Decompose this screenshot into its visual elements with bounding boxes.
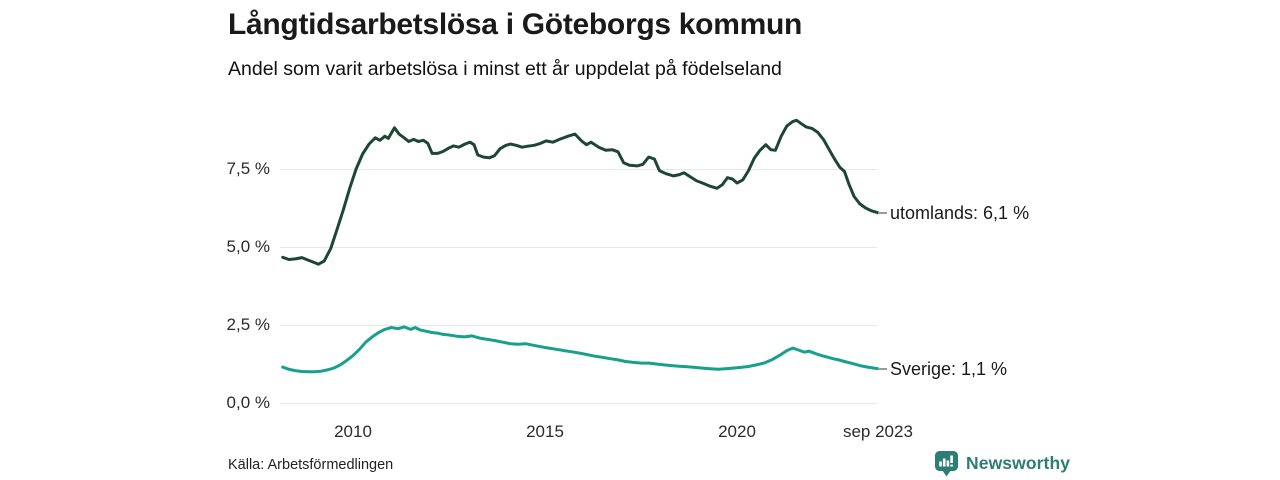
gridline [280, 169, 877, 170]
newsworthy-brand-link[interactable]: Newsworthy [934, 450, 1070, 477]
legend-label-sverige: Sverige: 1,1 % [890, 358, 1008, 379]
newsworthy-brand-name: Newsworthy [966, 453, 1071, 473]
gridline [280, 325, 877, 326]
legend-sverige: Sverige: 1,1 % [878, 357, 1007, 381]
gridline [280, 247, 877, 248]
y-tick-5-0: 5,0 % [226, 237, 270, 256]
source-note: Källa: Arbetsförmedlingen [228, 457, 394, 473]
page-subtitle: Andel som varit arbetslösa i minst ett å… [228, 58, 782, 80]
legend-dash [878, 211, 887, 214]
page-title: Långtidsarbetslösa i Göteborgs kommun [228, 8, 802, 41]
x-tick-2015: 2015 [526, 422, 564, 441]
x-tick-2020: 2020 [718, 422, 756, 441]
legend-utomlands: utomlands: 6,1 % [878, 201, 1029, 225]
newsworthy-logo-icon [935, 451, 958, 477]
chart-line-utomlands [281, 118, 880, 266]
gridline [280, 403, 877, 404]
x-tick-sep-2023: sep 2023 [842, 422, 913, 441]
y-tick-7-5: 7,5 % [226, 159, 270, 178]
x-tick-2010: 2010 [334, 422, 372, 441]
legend-label-utomlands: utomlands: 6,1 % [890, 202, 1030, 223]
y-tick-0-0: 0,0 % [226, 393, 270, 412]
chart-line-sverige [281, 325, 880, 374]
y-tick-2-5: 2,5 % [226, 315, 270, 334]
legend-dash [878, 367, 887, 370]
